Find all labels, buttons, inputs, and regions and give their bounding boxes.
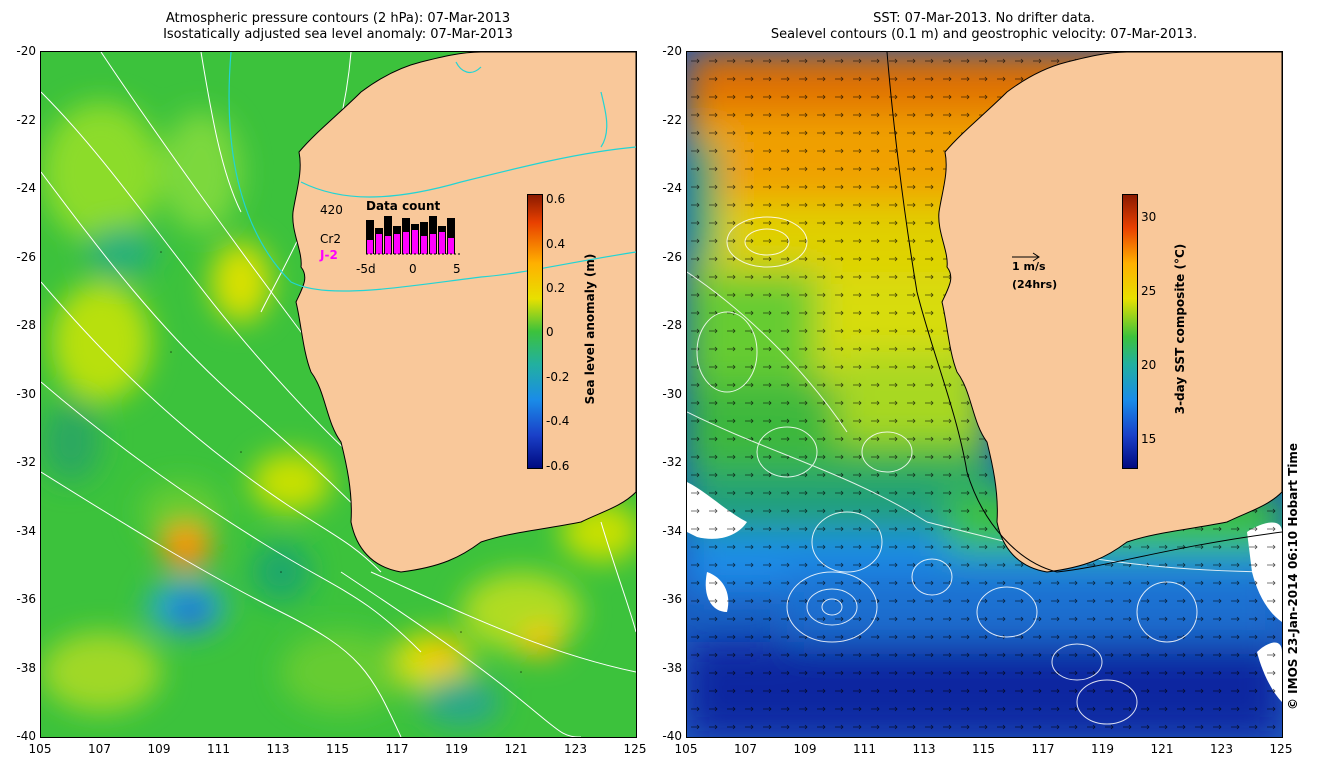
lat-tick-label: -26 <box>662 249 682 264</box>
histogram-bar-black <box>366 220 374 254</box>
lon-tick-label: 105 <box>28 742 52 756</box>
lon-tick-label: 115 <box>326 742 349 756</box>
sst-colorbar <box>1122 194 1138 469</box>
sla-tick: 0.2 <box>546 281 566 295</box>
lon-tick-label: 119 <box>445 742 468 756</box>
sla-colorbar-label: Sea level anomaly (m) <box>583 253 597 405</box>
lat-tick-label: -34 <box>662 523 682 538</box>
imos-stamp: © IMOS 23-Jan-2014 06:10 Hobart Time <box>1286 442 1300 710</box>
velocity-scale-sublabel: (24hrs) <box>1012 278 1058 291</box>
lon-tick-label: 107 <box>88 742 111 756</box>
histogram-bar-magenta <box>412 230 418 254</box>
sst-tick: 25 <box>1141 284 1157 298</box>
inset-satellite2: J-2 <box>320 248 338 262</box>
lat-tick-label: -30 <box>662 386 682 401</box>
lon-tick-label: 125 <box>1269 742 1293 756</box>
lat-tick-label: -38 <box>16 660 36 675</box>
sla-tick: 0 <box>546 325 554 339</box>
inset-satellite1: Cr2 <box>320 232 341 246</box>
lon-tick-label: 109 <box>793 742 817 756</box>
australia-land-right <box>938 52 1282 573</box>
lon-tick-label: 109 <box>147 742 171 756</box>
right-map-panel <box>686 51 1283 738</box>
lon-tick-label: 117 <box>385 742 409 756</box>
lon-tick-label: 119 <box>1091 742 1114 756</box>
sst-map <box>687 52 1282 737</box>
lon-tick-label: 111 <box>853 742 876 756</box>
histogram-bar-magenta <box>430 234 436 254</box>
lat-tick-label: -34 <box>16 523 36 538</box>
right-title-line1: SST: 07-Mar-2013. No drifter data. <box>873 11 1095 26</box>
lon-tick-label: 111 <box>207 742 230 756</box>
inset-tick-center: 0 <box>409 262 417 276</box>
lon-tick-label: 115 <box>972 742 995 756</box>
lat-tick-label: -20 <box>662 44 682 58</box>
inset-tick-left: -5d <box>356 262 376 276</box>
lat-tick-label: -32 <box>16 455 36 469</box>
lat-tick-label: -20 <box>16 44 36 58</box>
data-count-histogram <box>366 216 460 255</box>
lon-tick-label: 121 <box>504 742 528 756</box>
lon-tick-label: 125 <box>623 742 647 756</box>
lon-tick-label: 113 <box>266 742 290 756</box>
sst-tick: 30 <box>1141 210 1157 224</box>
sla-tick: -0.2 <box>546 370 570 384</box>
sst-tick: 20 <box>1141 358 1157 372</box>
lat-tick-label: -40 <box>16 729 36 743</box>
histogram-bar-magenta <box>403 232 409 254</box>
histogram-bar-black <box>384 216 392 254</box>
sla-tick: 0.4 <box>546 237 566 251</box>
lon-tick-label: 107 <box>734 742 757 756</box>
histogram-bar-magenta <box>421 236 427 254</box>
lat-tick-label: -28 <box>16 318 36 332</box>
lat-tick-label: -26 <box>16 249 36 264</box>
sst-colorbar-label: 3-day SST composite (°C) <box>1173 243 1187 415</box>
lon-tick-label: 123 <box>1210 742 1233 756</box>
lat-tick-label: -32 <box>662 455 682 469</box>
velocity-scale-label: 1 m/s <box>1012 260 1046 273</box>
lon-tick-label: 123 <box>564 742 587 756</box>
sla-colorbar <box>527 194 543 469</box>
australia-land-left <box>292 52 636 573</box>
lat-tick-label: -24 <box>16 181 36 195</box>
sea-level-anomaly-map <box>41 52 636 737</box>
velocity-scale-arrow <box>1012 252 1040 262</box>
histogram-bar-magenta <box>376 234 382 254</box>
lon-tick-label: 117 <box>1031 742 1055 756</box>
lat-tick-label: -40 <box>662 729 682 743</box>
left-map-panel <box>40 51 637 738</box>
sst-tick: 15 <box>1141 432 1157 446</box>
sla-tick: -0.4 <box>546 414 570 428</box>
lon-tick-label: 105 <box>674 742 698 756</box>
lon-tick-label: 121 <box>1150 742 1174 756</box>
inset-count-label: 420 <box>320 203 343 217</box>
lon-tick-label: 113 <box>912 742 936 756</box>
lat-tick-label: -22 <box>16 112 36 127</box>
sla-tick: 0.6 <box>546 192 566 206</box>
inset-tick-right: 5 <box>453 262 461 276</box>
left-title-line1: Atmospheric pressure contours (2 hPa): 0… <box>165 11 511 26</box>
lat-tick-label: -28 <box>662 318 682 332</box>
lat-tick-label: -38 <box>662 660 682 675</box>
lat-tick-label: -36 <box>16 592 36 606</box>
lat-tick-label: -30 <box>16 386 36 401</box>
right-title-line2: Sealevel contours (0.1 m) and geostrophi… <box>770 27 1198 42</box>
lat-tick-label: -36 <box>662 592 682 606</box>
lat-tick-label: -24 <box>662 181 682 195</box>
inset-title: Data count <box>366 199 441 213</box>
lat-tick-label: -22 <box>662 112 682 127</box>
left-title-line2: Isostatically adjusted sea level anomaly… <box>163 27 513 42</box>
histogram-bar-magenta <box>385 236 391 254</box>
histogram-bar-magenta <box>448 238 454 254</box>
histogram-bar-magenta <box>439 232 445 254</box>
histogram-bar-black <box>447 218 455 254</box>
sla-tick: -0.6 <box>546 459 570 473</box>
histogram-bar-magenta <box>367 240 373 254</box>
histogram-bar-magenta <box>394 234 400 254</box>
